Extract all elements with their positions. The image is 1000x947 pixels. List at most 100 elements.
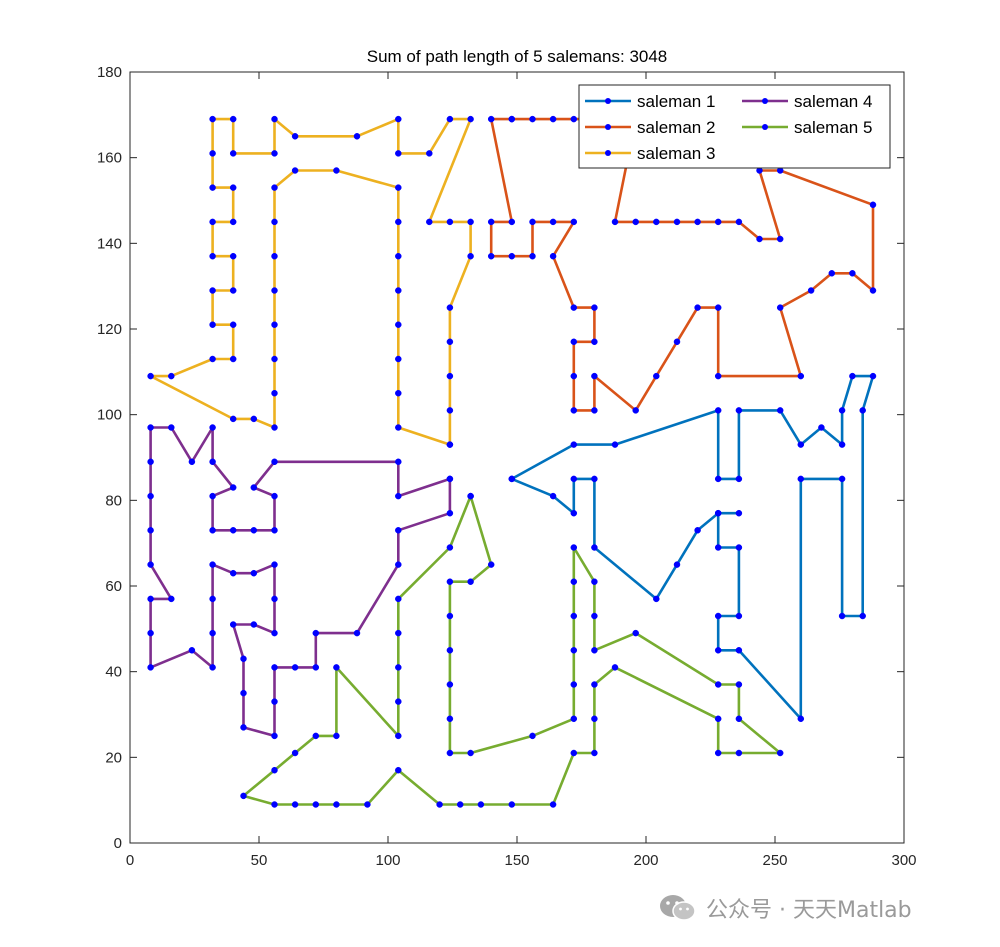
data-point: [529, 732, 536, 740]
data-point: [395, 424, 402, 431]
data-point: [395, 184, 402, 191]
data-point: [271, 595, 278, 603]
data-point: [714, 612, 722, 620]
data-point: [673, 338, 681, 346]
data-point: [570, 407, 578, 414]
data-point: [312, 664, 320, 671]
data-point: [446, 749, 454, 757]
data-point: [395, 150, 402, 157]
data-point: [291, 801, 299, 808]
data-point: [209, 527, 216, 534]
data-point: [147, 629, 154, 637]
x-tick-label: 300: [891, 852, 916, 869]
data-point: [487, 218, 495, 226]
data-point: [591, 715, 598, 723]
legend-marker-3: [605, 150, 611, 156]
data-point: [271, 732, 278, 740]
y-tick-label: 160: [97, 150, 122, 167]
wechat-icon: [660, 895, 696, 921]
data-point: [291, 749, 299, 757]
data-point: [467, 218, 474, 226]
data-point: [209, 287, 216, 294]
data-point: [271, 150, 278, 157]
data-point: [694, 527, 701, 534]
data-point: [508, 475, 516, 483]
data-point: [714, 681, 722, 688]
data-point: [229, 355, 237, 363]
data-point: [446, 681, 454, 688]
data-point: [838, 475, 846, 483]
data-point: [446, 304, 454, 311]
data-point: [714, 509, 722, 517]
data-point: [838, 612, 846, 620]
data-point: [446, 441, 454, 448]
data-point: [209, 252, 216, 260]
data-point: [209, 629, 216, 637]
data-point: [395, 252, 402, 260]
data-point: [467, 578, 474, 585]
data-point: [250, 484, 258, 491]
data-point: [395, 698, 402, 705]
data-point: [168, 372, 175, 380]
data-point: [467, 115, 474, 123]
data-point: [591, 578, 598, 585]
data-point: [735, 612, 743, 620]
data-point: [653, 372, 660, 380]
data-point: [395, 595, 402, 603]
data-point: [570, 509, 578, 517]
data-point: [714, 544, 722, 551]
data-point: [209, 492, 216, 500]
series-line-3: [149, 117, 472, 446]
data-point: [271, 766, 278, 774]
x-tick-label: 0: [126, 852, 134, 869]
data-point: [364, 801, 371, 808]
data-point: [508, 115, 516, 123]
data-point: [611, 441, 619, 448]
x-tick-label: 250: [762, 852, 787, 869]
data-point: [446, 218, 454, 226]
series-line-1: [511, 374, 875, 721]
data-point: [395, 664, 402, 671]
y-tick-label: 140: [97, 235, 122, 252]
data-point: [446, 509, 454, 517]
data-point: [570, 647, 578, 654]
data-point: [508, 801, 516, 808]
data-point: [529, 218, 536, 226]
data-point: [229, 252, 237, 260]
data-point: [436, 801, 443, 808]
data-point: [147, 458, 154, 466]
data-point: [849, 372, 856, 380]
data-point: [229, 184, 237, 191]
series-line-4: [149, 426, 452, 738]
data-point: [395, 766, 402, 774]
data-point: [549, 115, 557, 123]
data-point: [714, 304, 722, 311]
data-point: [869, 287, 877, 294]
data-point: [209, 115, 216, 123]
data-point: [735, 509, 743, 517]
data-point: [147, 492, 154, 500]
data-point: [446, 647, 454, 654]
data-point: [209, 321, 216, 328]
y-tick-label: 180: [97, 64, 122, 81]
data-point: [838, 441, 846, 448]
data-point: [291, 133, 299, 140]
watermark-text: 公众号 · 天天Matlab: [706, 898, 912, 923]
x-tick-label: 100: [375, 852, 400, 869]
watermark: 公众号 · 天天Matlab: [658, 893, 912, 923]
data-point: [291, 167, 299, 174]
data-point: [168, 595, 175, 603]
data-point: [395, 287, 402, 294]
data-point: [694, 304, 701, 311]
data-point: [147, 527, 154, 534]
data-point: [333, 732, 340, 740]
data-point: [271, 218, 278, 226]
data-point: [797, 475, 805, 483]
data-point: [312, 801, 320, 808]
data-point: [209, 458, 216, 466]
data-point: [209, 664, 216, 671]
data-point: [271, 424, 278, 431]
data-point: [209, 184, 216, 191]
data-point: [591, 372, 598, 380]
